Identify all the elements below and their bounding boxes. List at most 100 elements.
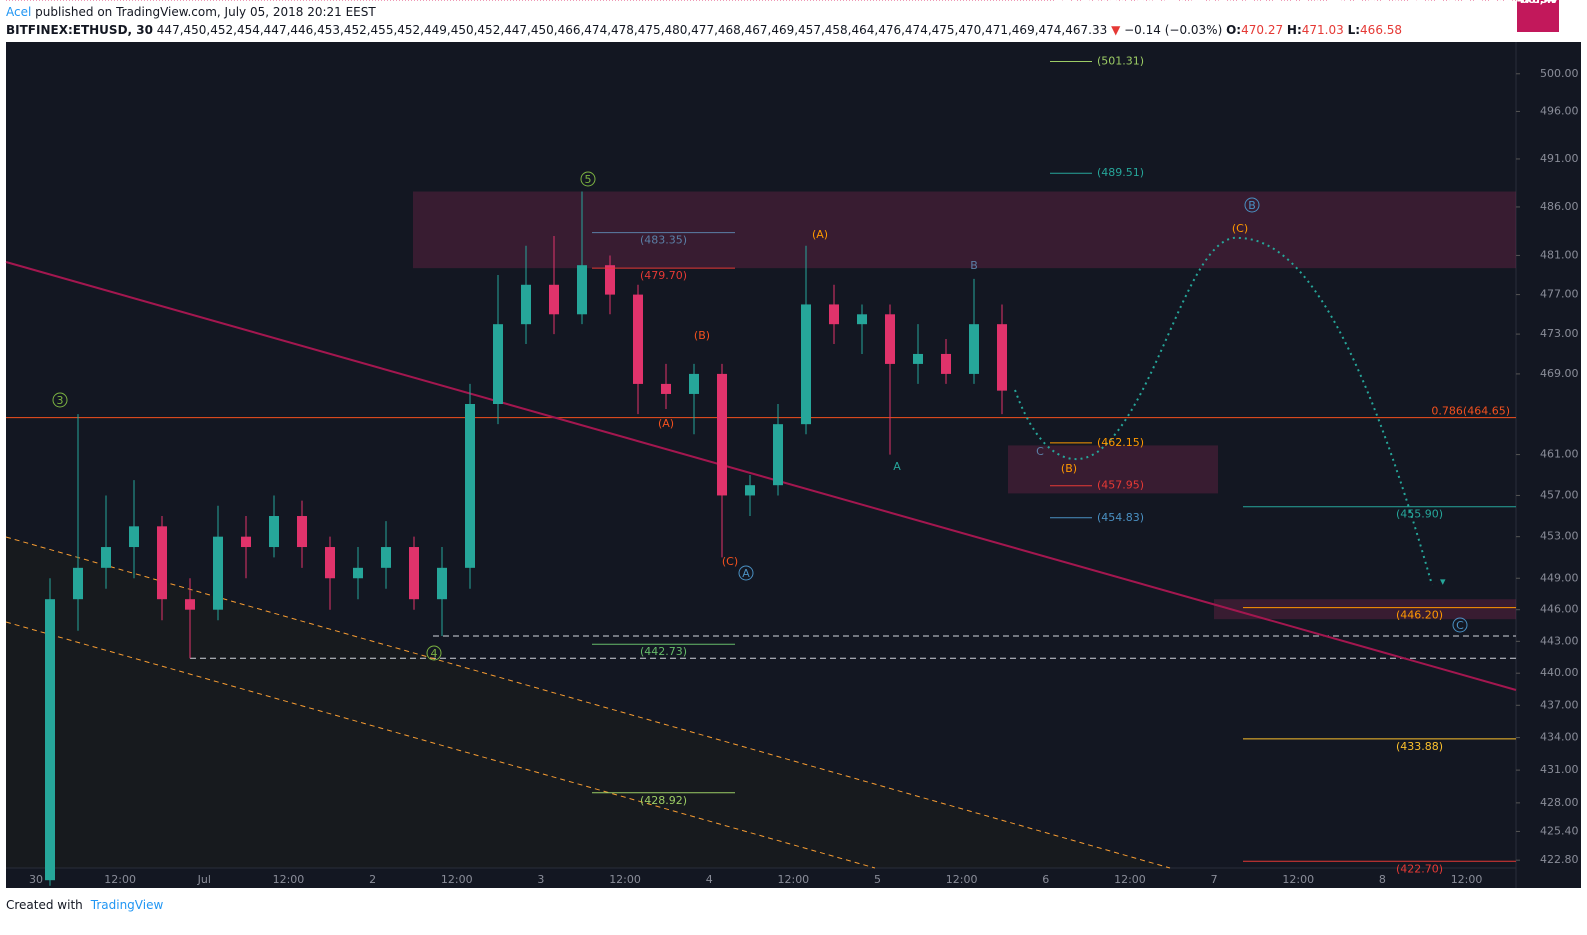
candle-body xyxy=(101,547,111,568)
candle-body xyxy=(409,547,419,600)
candle-body xyxy=(969,324,979,374)
zone xyxy=(1008,445,1218,494)
y-tick-label: 477.00 xyxy=(1540,288,1579,301)
y-tick-label: 453.00 xyxy=(1540,530,1579,543)
candle-body xyxy=(633,294,643,384)
zone xyxy=(413,191,1516,269)
brand[interactable]: TradingView xyxy=(90,898,164,912)
fib-label: 0.786(464.65) xyxy=(1431,405,1510,418)
level-label: (428.92) xyxy=(640,794,687,807)
candle-body xyxy=(269,516,279,548)
candle-body xyxy=(129,526,139,548)
candle-body xyxy=(717,373,727,496)
level-label: (422.70) xyxy=(1396,862,1443,875)
wave-circle xyxy=(580,171,596,187)
y-tick-label: 425.40 xyxy=(1540,824,1579,837)
trend-line xyxy=(5,261,1517,691)
x-tick-label: 7 xyxy=(1211,873,1218,886)
y-tick-label: 446.00 xyxy=(1540,603,1579,616)
y-tick-label: 481.00 xyxy=(1540,248,1579,261)
wave-label: 5 xyxy=(585,173,592,186)
x-tick-label: 5 xyxy=(874,873,881,886)
candle-body xyxy=(997,324,1007,391)
candle-body xyxy=(157,526,167,600)
wave-label: B xyxy=(970,259,978,272)
candle-body xyxy=(857,314,867,325)
channel-line xyxy=(5,621,876,869)
candle-body xyxy=(73,567,83,600)
level-label: (446.20) xyxy=(1396,609,1443,622)
x-tick-label: 12:00 xyxy=(441,873,473,886)
x-tick-label: 12:00 xyxy=(946,873,978,886)
zone xyxy=(1214,599,1516,620)
candle-body xyxy=(521,284,531,325)
candle-body xyxy=(213,536,223,610)
candle-body xyxy=(913,353,923,364)
wave-circle xyxy=(426,645,442,661)
level-label: (433.88) xyxy=(1396,740,1443,753)
level-label: (455.90) xyxy=(1396,508,1443,521)
x-tick-label: 2 xyxy=(369,873,376,886)
wave-label: C xyxy=(1456,619,1464,632)
candle-body xyxy=(773,424,783,486)
y-tick-label: 434.00 xyxy=(1540,731,1579,744)
symbol: BITFINEX:ETHUSD, 30 xyxy=(6,23,153,37)
candle-body xyxy=(605,265,615,295)
h: H: xyxy=(1286,23,1302,37)
x-tick-label: 3 xyxy=(537,873,544,886)
wave-label: (C) xyxy=(1232,222,1248,235)
y-tick-label: 437.00 xyxy=(1540,698,1579,711)
arrow-head: ▾ xyxy=(1440,575,1446,588)
wave-label: (B) xyxy=(1061,462,1077,475)
wave-label: C xyxy=(1036,445,1044,458)
l-val: 466.58 xyxy=(1360,23,1403,37)
x-tick-label: 4 xyxy=(706,873,713,886)
projection xyxy=(1014,236,1433,586)
x-tick-label: 12:00 xyxy=(1114,873,1146,886)
x-tick-label: 12:00 xyxy=(1282,873,1314,886)
published: published on TradingView.com, July 05, 2… xyxy=(35,5,376,19)
y-tick-label: 496.00 xyxy=(1540,104,1579,117)
wave-circle xyxy=(52,392,68,408)
level-label: (457.95) xyxy=(1097,479,1144,492)
level-label: (479.70) xyxy=(640,269,687,282)
wave-label: 3 xyxy=(57,394,64,407)
candle-body xyxy=(297,516,307,548)
y-tick-label: 431.00 xyxy=(1540,763,1579,776)
wave-label: (B) xyxy=(694,329,710,342)
change: −0.14 (−0.03%) xyxy=(1124,23,1223,37)
price-label: 447,450,452,454,447,446,453,452,455,452,… xyxy=(1055,0,1587,6)
x-tick-label: 30 xyxy=(29,873,43,886)
wave-label: (A) xyxy=(658,417,674,430)
h-val: 471.03 xyxy=(1301,23,1344,37)
l: L: xyxy=(1347,23,1361,37)
y-tick-label: 428.00 xyxy=(1540,796,1579,809)
candle-body xyxy=(549,284,559,315)
y-tick-label: 491.00 xyxy=(1540,152,1579,165)
candle-body xyxy=(885,314,895,364)
candle-body xyxy=(437,567,447,600)
level-label: (462.15) xyxy=(1097,436,1144,449)
wave-label: (A) xyxy=(812,228,828,241)
y-tick-label: 422.80 xyxy=(1540,853,1579,866)
level-label: (489.51) xyxy=(1097,166,1144,179)
x-tick-label: 12:00 xyxy=(777,873,809,886)
candle-body xyxy=(801,304,811,425)
candle-body xyxy=(241,536,251,548)
footer-bg xyxy=(0,888,1587,935)
level-label: (454.83) xyxy=(1097,511,1144,524)
wave-label: (C) xyxy=(722,555,738,568)
x-tick-label: 8 xyxy=(1379,873,1386,886)
channel-line xyxy=(5,536,1171,869)
y-tick-label: 500.00 xyxy=(1540,67,1579,80)
candle-body xyxy=(745,485,755,496)
wave-label: A xyxy=(893,460,901,473)
candle-body xyxy=(661,383,671,394)
author[interactable]: Acel xyxy=(6,5,32,19)
wave-label: A xyxy=(742,567,750,580)
candle-body xyxy=(325,547,335,579)
candle-body xyxy=(465,404,475,568)
y-tick-label: 469.00 xyxy=(1540,367,1579,380)
wave-label: 4 xyxy=(431,647,438,660)
